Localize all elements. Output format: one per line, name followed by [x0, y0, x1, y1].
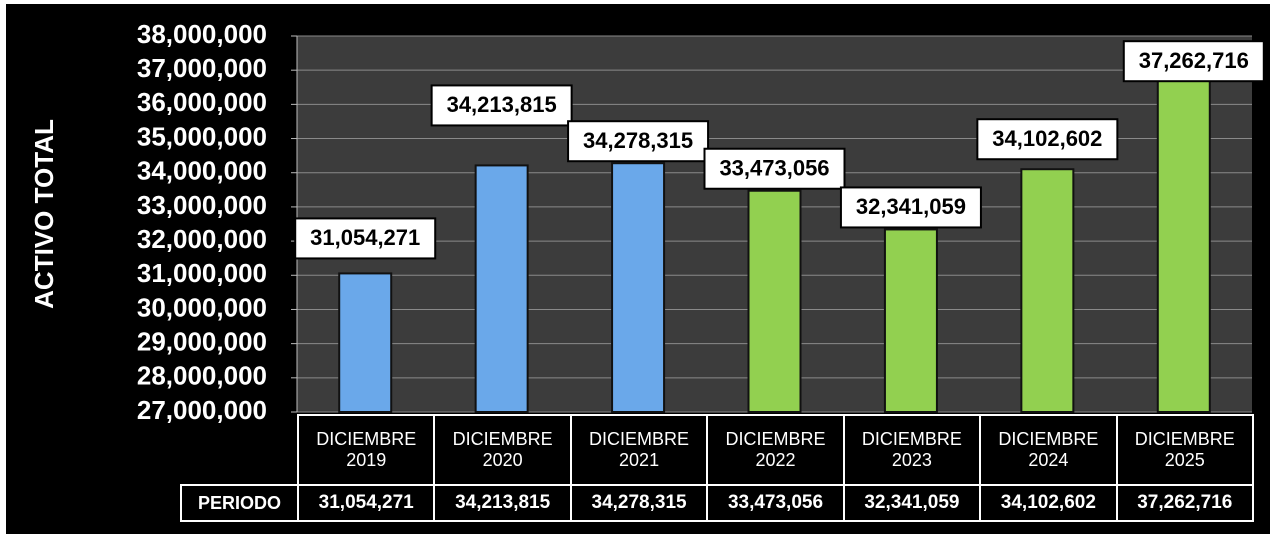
y-tick-label: 34,000,000	[137, 156, 267, 186]
data-label-box	[567, 120, 710, 163]
table-value: 32,341,059	[842, 484, 982, 522]
category-cell: DICIEMBRE 2019	[297, 414, 436, 486]
bar	[1156, 60, 1211, 413]
data-label-box	[976, 118, 1119, 161]
category-cell: DICIEMBRE 2024	[979, 414, 1118, 486]
bar	[747, 189, 802, 413]
bar	[883, 228, 938, 413]
bar	[611, 162, 666, 413]
y-tick-label: 33,000,000	[137, 190, 267, 220]
table-value: 31,054,271	[297, 484, 436, 522]
bar	[1020, 168, 1075, 413]
y-tick-label: 29,000,000	[137, 327, 267, 357]
chart: ACTIVO TOTAL 27,000,000 28,000,000 29,000,…	[6, 4, 1270, 534]
table-value: 34,102,602	[979, 484, 1118, 522]
category-cell: DICIEMBRE 2022	[706, 414, 845, 486]
table-header: PERIODO	[180, 484, 299, 522]
data-label: 37,262,716	[1139, 48, 1249, 73]
data-label: 32,341,059	[856, 194, 966, 219]
y-tick-label: 35,000,000	[137, 121, 267, 151]
y-axis-label: ACTIVO TOTAL	[29, 119, 59, 309]
data-label-box	[430, 84, 573, 127]
data-label-box	[1122, 40, 1265, 83]
table-value: 34,278,315	[569, 484, 709, 522]
bar	[338, 272, 393, 413]
category-cell: DICIEMBRE 2020	[433, 414, 572, 486]
category-cell: DICIEMBRE 2023	[842, 414, 982, 486]
y-tick-label: 36,000,000	[137, 87, 267, 117]
data-label: 34,278,315	[583, 128, 693, 153]
bar	[474, 164, 529, 413]
y-tick-label: 38,000,000	[137, 19, 267, 49]
y-tick-label: 31,000,000	[137, 258, 267, 288]
y-tick-label: 27,000,000	[137, 395, 267, 425]
y-tick-label: 30,000,000	[137, 292, 267, 322]
data-label: 34,102,602	[992, 126, 1102, 151]
chart-svg: ACTIVO TOTAL 27,000,000 28,000,000 29,000,…	[29, 19, 1265, 425]
data-label-box	[294, 217, 437, 260]
data-label-box	[703, 147, 846, 190]
data-label: 31,054,271	[310, 225, 420, 250]
table-value: 33,473,056	[706, 484, 845, 522]
y-tick-label: 32,000,000	[137, 224, 267, 254]
category-cell: DICIEMBRE 2025	[1115, 414, 1254, 486]
y-tick-label: 28,000,000	[137, 361, 267, 391]
y-tick-label: 37,000,000	[137, 53, 267, 83]
category-cell: DICIEMBRE 2021	[569, 414, 709, 486]
data-label: 33,473,056	[719, 156, 829, 181]
data-label: 34,213,815	[447, 92, 557, 117]
table-value: 34,213,815	[433, 484, 572, 522]
table-value: 37,262,716	[1115, 484, 1254, 522]
data-label-box	[839, 186, 982, 229]
